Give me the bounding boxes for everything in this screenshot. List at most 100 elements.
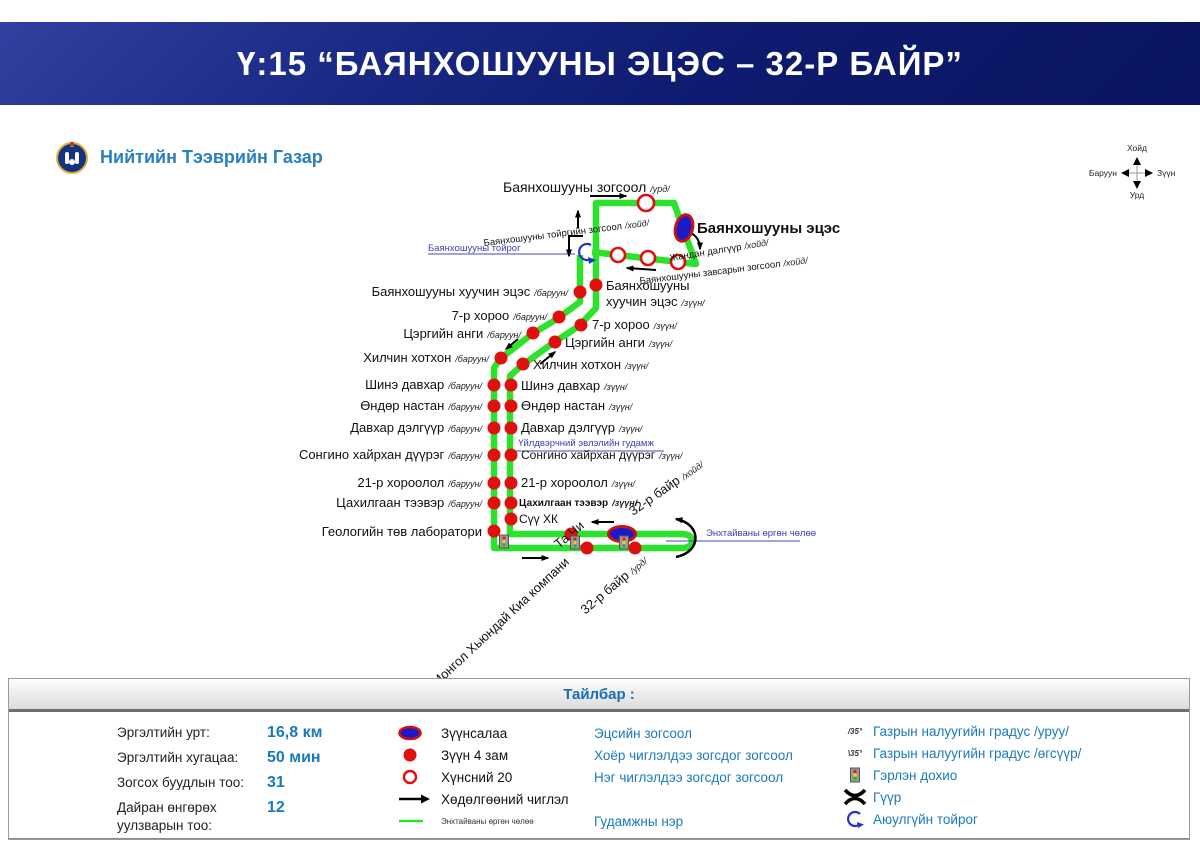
compass-south-label: Урд xyxy=(1130,190,1145,200)
stat-duration: Эргэлтийн хугацаа: 50 мин xyxy=(117,749,321,766)
svg-text:Хилчин хотхон/зүүн/: Хилчин хотхон/зүүн/ xyxy=(533,357,650,372)
legend-panel: Тайлбар : Эргэлтийн урт: 16,8 км Эргэлти… xyxy=(8,678,1190,840)
traffic-light-icons xyxy=(499,534,629,550)
svg-text:Монгол Хьюндай Киа компани: Монгол Хьюндай Киа компани xyxy=(428,554,572,689)
bottom-stops xyxy=(564,527,642,555)
svg-text:Цахилгаан тээвэр/баруун/: Цахилгаан тээвэр/баруун/ xyxy=(336,495,483,510)
arrow-zigzag-east xyxy=(539,351,557,365)
terminal-label: Баянхошууны эцэс xyxy=(697,220,840,237)
header-bar: Ү:15 “БАЯНХОШУУНЫ ЭЦЭС – 32-Р БАЙР” xyxy=(0,22,1200,105)
svg-text:7-р хороо/баруун/: 7-р хороо/баруун/ xyxy=(452,308,549,323)
svg-text:Өндөр настан/зүүн/: Өндөр настан/зүүн/ xyxy=(521,398,634,413)
street-label-ring: Баянхошууны тойрог xyxy=(428,243,521,254)
rotated-labels: Монгол Хьюндай Киа компани Та Чи 32-р ба… xyxy=(428,455,707,690)
arrow-roundabout-down xyxy=(566,235,583,258)
east-stop-labels: Баянхошууны хуучин эцэс/зүүн/ 7-р хороо /… xyxy=(519,278,706,526)
compass-north-arrow xyxy=(1133,157,1141,165)
compass-east-label: Зүүн xyxy=(1157,168,1176,178)
arrow-uturn xyxy=(674,517,697,559)
west-lane-stops xyxy=(487,285,587,538)
stat-stop-count: Зогсох буудлын тоо: 31 xyxy=(117,774,285,791)
compass-west-label: Баруун xyxy=(1089,168,1117,178)
svg-text:21-р хороолол/баруун/: 21-р хороолол/баруун/ xyxy=(357,475,483,490)
traffic-light-row: Гэрлэн дохио xyxy=(837,764,1081,786)
legend-meanings: Эцсийн зогсоол Хоёр чиглэлдээ зогсдог зо… xyxy=(594,722,793,832)
route-top-loop xyxy=(591,199,700,268)
legend-title: Тайлбар : xyxy=(9,679,1189,712)
safety-roundabout-row: Аюулгүйн тойрог xyxy=(837,808,1081,830)
route-stats: Эргэлтийн урт: 16,8 км Эргэлтийн хугацаа… xyxy=(117,724,377,842)
svg-text:Геологийн төв лаборатори: Геологийн төв лаборатори xyxy=(322,524,482,539)
street-underlines xyxy=(428,253,800,542)
svg-text:Цахилгаан тээвэр/зүүн/: Цахилгаан тээвэр/зүүн/ xyxy=(519,498,639,509)
terminal-ellipse-icon xyxy=(397,725,441,741)
legend-body: Эргэлтийн урт: 16,8 км Эргэлтийн хугацаа… xyxy=(9,712,1189,839)
page-title: Ү:15 “БАЯНХОШУУНЫ ЭЦЭС – 32-Р БАЙР” xyxy=(237,44,963,82)
meaning-one-way: Нэг чиглэлдээ зогсдог зогсоол xyxy=(594,769,784,785)
compass-east-arrow xyxy=(1145,169,1153,177)
compass-south-arrow xyxy=(1133,181,1141,189)
svg-text:Цэргийн анги/зүүн/: Цэргийн анги/зүүн/ xyxy=(565,335,674,350)
slope-down-row: /35° Газрын налуугийн градус /уруу/ xyxy=(837,720,1081,742)
street-label-uildverchnii: Үйлдвэрчний эвлэлийн гудамж xyxy=(518,438,654,449)
meaning-terminal: Эцсийн зогсоол xyxy=(594,725,692,741)
bridge-row: Гүүр xyxy=(837,786,1081,808)
safety-roundabout-icon xyxy=(837,809,873,829)
svg-text:7-р хороо/зүүн/: 7-р хороо/зүүн/ xyxy=(592,317,678,332)
svg-text:Шинэ давхар/зүүн/: Шинэ давхар/зүүн/ xyxy=(521,378,629,393)
west-stop-labels: Баянхошууны хуучин эцэс/баруун/ 7-р хоро… xyxy=(299,284,570,539)
stat-length: Эргэлтийн урт: 16,8 км xyxy=(117,724,323,741)
svg-text:Давхар дэлгүүр/баруун/: Давхар дэлгүүр/баруун/ xyxy=(350,420,483,435)
meaning-empty xyxy=(594,788,793,810)
bridge-icon xyxy=(837,787,873,807)
svg-text:Баянхошууны: Баянхошууны xyxy=(606,278,690,293)
slope-up-row: \35° Газрын налуугийн градус /өгсүүр/ xyxy=(837,742,1082,764)
svg-text:Өндөр настан/баруун/: Өндөр настан/баруун/ xyxy=(360,398,483,413)
stop-label-top: Баянхошууны зогсоол/урд/ xyxy=(503,179,671,195)
svg-text:Сүү ХК: Сүү ХК xyxy=(519,512,558,526)
svg-text:Сонгино хайрхан дүүрэг/зүүн/: Сонгино хайрхан дүүрэг/зүүн/ xyxy=(521,448,684,462)
legend-row-street: Энхтайваны өргөн чөлөө xyxy=(397,810,569,832)
legend-row-two-way: Зүүн 4 зам xyxy=(397,744,569,766)
direction-arrows xyxy=(504,193,703,561)
stat-junction-count: Дайран өнгөрөх уулзварын тоо: 12 xyxy=(117,799,285,833)
svg-text:Баянхошууны хуучин эцэс/баруун: Баянхошууны хуучин эцэс/баруун/ xyxy=(372,284,570,299)
svg-text:Цэргийн анги/баруун/: Цэргийн анги/баруун/ xyxy=(403,326,522,341)
arrow-zigzag-west xyxy=(504,338,519,350)
svg-text:хуучин эцэс/зүүн/: хуучин эцэс/зүүн/ xyxy=(606,294,706,309)
meaning-two-way: Хоёр чиглэлдээ зогсдог зогсоол xyxy=(594,747,793,763)
legend-row-terminal: Зүүнсалаа xyxy=(397,722,569,744)
ntg-logo-icon xyxy=(56,141,88,174)
legend-col4: /35° Газрын налуугийн градус /уруу/ \35°… xyxy=(837,720,1081,830)
traffic-light-icon xyxy=(837,767,873,783)
street-line-icon xyxy=(397,817,441,825)
svg-text:Сонгино хайрхан дүүрэг/баруун/: Сонгино хайрхан дүүрэг/баруун/ xyxy=(299,447,484,462)
svg-text:21-р хороолол/зүүн/: 21-р хороолол/зүүн/ xyxy=(521,475,637,490)
direction-arrow-icon xyxy=(397,793,441,805)
compass: Хойд Урд Баруун Зүүн xyxy=(1089,143,1176,200)
two-way-stop-icon xyxy=(397,747,441,763)
terminal-bayankhoshuu xyxy=(673,213,695,243)
arrow-return-west xyxy=(625,265,657,272)
legend-symbols: Зүүнсалаа Зүүн 4 зам Хүнсний 20 Хөдөлгөө… xyxy=(397,722,569,832)
legend-row-one-way: Хүнсний 20 xyxy=(397,766,569,788)
east-lane-stops xyxy=(504,278,603,526)
svg-text:32-р байр/хойд/: 32-р байр/хойд/ xyxy=(626,455,707,518)
legend-row-direction: Хөдөлгөөний чиглэл xyxy=(397,788,569,810)
svg-text:Шинэ давхар/баруун/: Шинэ давхар/баруун/ xyxy=(365,377,483,392)
slope-up-icon: \35° xyxy=(847,748,863,758)
slope-down-icon: /35° xyxy=(847,726,863,736)
compass-north-label: Хойд xyxy=(1127,143,1147,153)
compass-west-arrow xyxy=(1121,169,1129,177)
roundabout-icon xyxy=(578,242,596,264)
one-way-stops xyxy=(609,193,687,271)
street-label-enkhtaivan: Энхтайваны өргөн чөлөө xyxy=(706,528,816,539)
org-name: Нийтийн Тээврийн Газар xyxy=(100,146,323,167)
meaning-street-name: Гудамжны нэр xyxy=(594,813,684,829)
svg-text:Давхар дэлгүүр/зүүн/: Давхар дэлгүүр/зүүн/ xyxy=(521,420,644,435)
svg-text:Хилчин хотхон/баруун/: Хилчин хотхон/баруун/ xyxy=(363,350,490,365)
one-way-stop-icon xyxy=(397,769,441,785)
svg-text:32-р байр/урд/: 32-р байр/урд/ xyxy=(577,552,651,617)
org-row: Нийтийн Тээврийн Газар xyxy=(54,139,323,175)
